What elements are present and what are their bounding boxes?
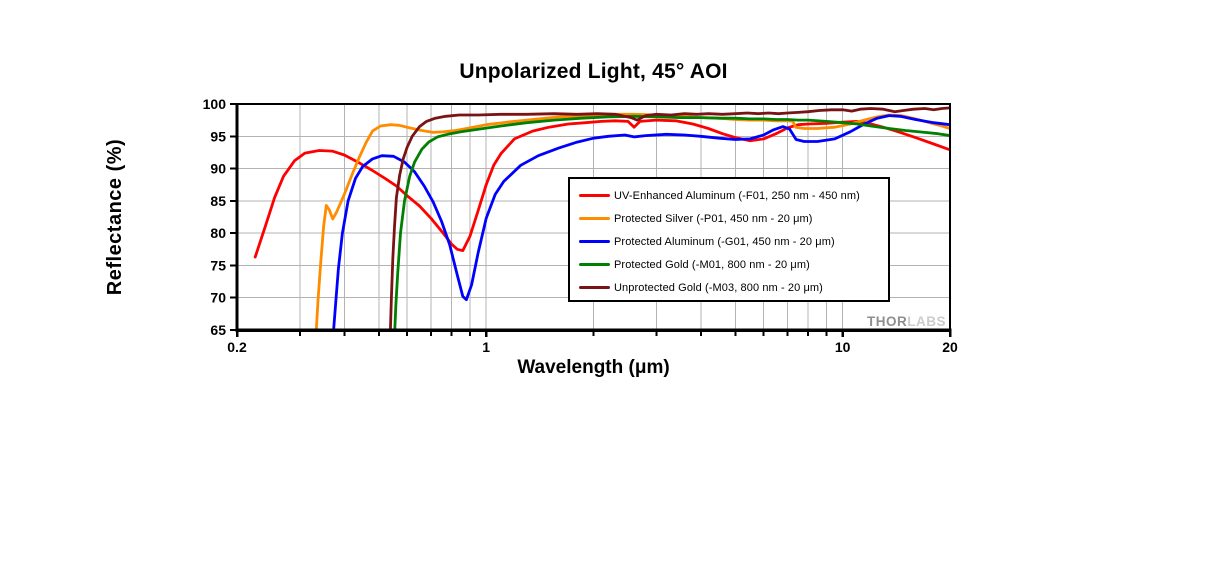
series-line-4 [389,106,950,330]
chart-title: Unpolarized Light, 45° AOI [459,60,728,83]
legend-item-1: Protected Silver (-P01, 450 nm - 20 μm) [579,207,888,230]
watermark-labs: LABS [907,314,946,329]
legend-item-0: UV-Enhanced Aluminum (-F01, 250 nm - 450… [579,184,888,207]
y-tick-label: 90 [210,161,226,177]
y-tick-label: 65 [210,322,226,338]
legend-label: UV-Enhanced Aluminum (-F01, 250 nm - 450… [614,189,860,202]
y-tick-label: 75 [210,257,226,273]
legend-item-4: Unprotected Gold (-M03, 800 nm - 20 μm) [579,276,888,299]
x-axis-title: Wavelength (μm) [517,357,670,378]
x-tick-label: 1 [482,339,490,355]
series-line-2 [332,114,950,330]
y-tick-label: 70 [210,290,226,306]
legend-label: Protected Aluminum (-G01, 450 nm - 20 μm… [614,235,835,248]
legend-line-swatch [579,216,610,221]
y-tick-label: 95 [210,128,226,144]
legend-line-swatch [579,285,610,290]
legend-item-3: Protected Gold (-M01, 800 nm - 20 μm) [579,253,888,276]
thorlabs-watermark: THORLABS [790,314,946,329]
y-axis-title: Reflectance (%) [104,138,126,296]
series-line-0 [253,118,950,259]
legend-line-swatch [579,239,610,244]
series-line-1 [314,112,950,330]
y-tick-label: 100 [203,96,227,112]
watermark-thor: THOR [867,314,908,329]
legend-label: Protected Gold (-M01, 800 nm - 20 μm) [614,258,810,271]
series-line-3 [393,114,950,330]
legend-line-swatch [579,262,610,267]
legend-label: Unprotected Gold (-M03, 800 nm - 20 μm) [614,281,823,294]
legend-label: Protected Silver (-P01, 450 nm - 20 μm) [614,212,813,225]
x-tick-label: 20 [942,339,958,355]
legend-line-swatch [579,193,610,198]
y-tick-label: 85 [210,193,226,209]
legend: UV-Enhanced Aluminum (-F01, 250 nm - 450… [568,177,890,302]
legend-item-2: Protected Aluminum (-G01, 450 nm - 20 μm… [579,230,888,253]
x-tick-label: 10 [835,339,851,355]
x-tick-label: 0.2 [227,339,247,355]
y-tick-label: 80 [210,225,226,241]
